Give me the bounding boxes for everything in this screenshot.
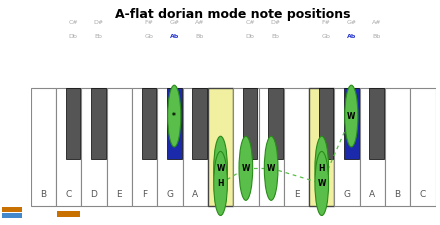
Bar bbox=[369, 88, 384, 159]
Text: W: W bbox=[318, 179, 326, 188]
Bar bbox=[334, 88, 360, 206]
Text: D: D bbox=[91, 190, 98, 199]
Bar bbox=[259, 88, 284, 206]
Bar bbox=[309, 88, 334, 206]
Circle shape bbox=[168, 85, 181, 147]
Bar bbox=[344, 88, 359, 159]
Text: *: * bbox=[172, 112, 176, 121]
Text: Ab: Ab bbox=[347, 34, 356, 39]
Bar bbox=[192, 88, 207, 159]
Text: Eb: Eb bbox=[271, 34, 279, 39]
Text: A#: A# bbox=[195, 20, 204, 25]
Text: C: C bbox=[66, 190, 72, 199]
Text: A#: A# bbox=[372, 20, 381, 25]
Circle shape bbox=[345, 85, 358, 147]
Text: D: D bbox=[268, 190, 275, 199]
Text: D#: D# bbox=[93, 20, 103, 25]
Text: F#: F# bbox=[144, 20, 154, 25]
Bar bbox=[319, 88, 334, 159]
Text: W: W bbox=[267, 164, 275, 173]
Text: basicmusictheory.com: basicmusictheory.com bbox=[10, 83, 15, 142]
Text: Db: Db bbox=[246, 34, 255, 39]
Text: C#: C# bbox=[68, 20, 78, 25]
Bar bbox=[208, 88, 233, 206]
Text: Ab: Ab bbox=[170, 34, 179, 39]
Circle shape bbox=[315, 136, 329, 200]
Text: G#: G# bbox=[169, 20, 180, 25]
Text: A-flat dorian mode note positions: A-flat dorian mode note positions bbox=[115, 8, 351, 21]
Text: W: W bbox=[242, 164, 250, 173]
Bar bbox=[268, 88, 283, 159]
Circle shape bbox=[315, 151, 329, 216]
Bar bbox=[167, 88, 182, 159]
Text: C: C bbox=[243, 190, 249, 199]
Text: Gb: Gb bbox=[144, 34, 154, 39]
Bar bbox=[132, 88, 158, 206]
Text: Bb: Bb bbox=[373, 34, 381, 39]
Text: A: A bbox=[192, 190, 198, 199]
Bar bbox=[57, 211, 80, 217]
Circle shape bbox=[214, 136, 227, 200]
Text: E: E bbox=[293, 190, 299, 199]
Text: E: E bbox=[117, 190, 122, 199]
Bar bbox=[411, 88, 436, 206]
Text: Db: Db bbox=[69, 34, 77, 39]
Bar bbox=[56, 88, 81, 206]
Bar bbox=[3, 207, 22, 212]
Bar bbox=[183, 88, 208, 206]
Bar bbox=[3, 213, 22, 218]
Bar bbox=[66, 88, 81, 159]
Text: H: H bbox=[217, 179, 224, 188]
Text: Bb: Bb bbox=[195, 34, 204, 39]
Text: F#: F# bbox=[322, 20, 330, 25]
Text: B: B bbox=[217, 190, 224, 199]
Text: Eb: Eb bbox=[95, 34, 102, 39]
Text: W: W bbox=[347, 112, 356, 121]
Bar bbox=[91, 88, 106, 159]
Bar bbox=[243, 88, 257, 159]
Text: Gb: Gb bbox=[322, 34, 330, 39]
Text: D#: D# bbox=[271, 20, 281, 25]
Text: G#: G# bbox=[346, 20, 356, 25]
Bar bbox=[284, 88, 309, 206]
Text: F: F bbox=[319, 190, 325, 199]
Circle shape bbox=[214, 151, 227, 216]
Text: A: A bbox=[369, 190, 375, 199]
Text: C#: C# bbox=[246, 20, 255, 25]
Bar bbox=[142, 88, 156, 159]
Bar bbox=[107, 88, 132, 206]
Bar bbox=[233, 88, 259, 206]
Circle shape bbox=[264, 136, 278, 200]
Bar bbox=[385, 88, 411, 206]
Text: H: H bbox=[319, 164, 325, 173]
Text: W: W bbox=[216, 164, 225, 173]
Text: B: B bbox=[395, 190, 401, 199]
Text: G: G bbox=[166, 190, 173, 199]
Bar bbox=[81, 88, 107, 206]
Text: G: G bbox=[344, 190, 351, 199]
Text: F: F bbox=[142, 190, 147, 199]
Bar bbox=[360, 88, 385, 206]
Bar bbox=[158, 88, 183, 206]
Circle shape bbox=[239, 136, 253, 200]
Text: C: C bbox=[420, 190, 426, 199]
Bar bbox=[31, 88, 56, 206]
Text: B: B bbox=[40, 190, 47, 199]
